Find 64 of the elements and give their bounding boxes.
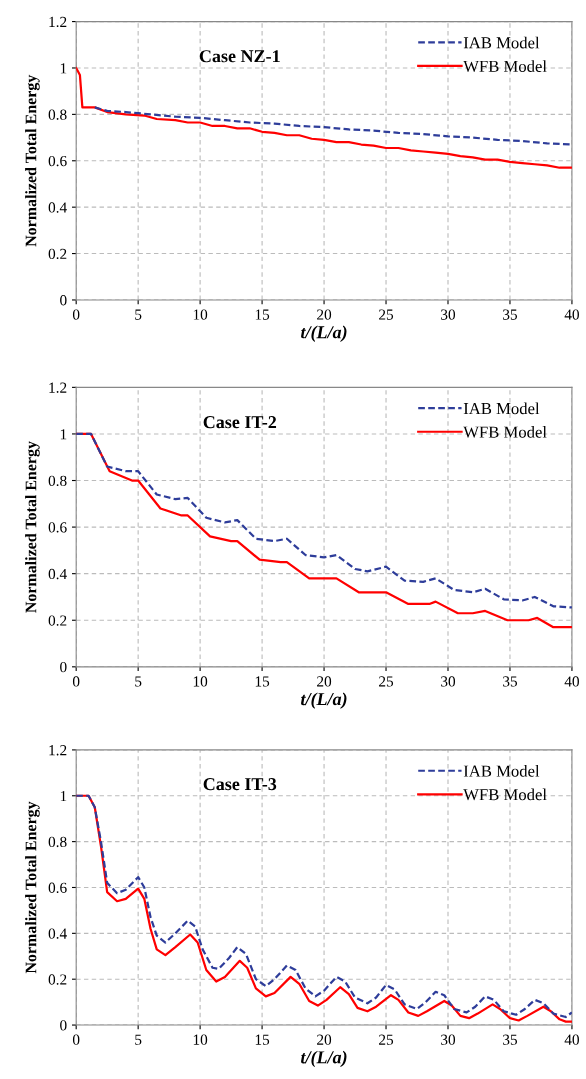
x-axis-title: t/(L/a) [301,325,347,342]
line-series [93,106,572,146]
y-tick-label: 0.4 [48,202,67,213]
y-tick-label: 0.6 [48,522,67,533]
x-tick-label: 10 [193,676,208,687]
x-tick-label: 40 [564,1034,579,1045]
y-tick-label: 0.2 [48,615,67,626]
x-tick-label: 20 [317,1034,332,1045]
x-tick-label: 30 [441,1034,456,1045]
y-tick-label: 1.2 [49,745,67,756]
x-tick-label: 15 [255,676,270,687]
x-axis-title: t/(L/a) [301,692,347,709]
x-tick-label: 5 [135,676,142,687]
x-tick-label: 25 [379,676,394,687]
legend-label: IAB Model [463,765,540,777]
annotation: Case NZ-1 [199,50,280,63]
x-tick-label: 40 [564,676,579,687]
x-tick-label: 20 [317,309,332,320]
legend-label: IAB Model [463,36,540,49]
x-tick-label: 20 [317,676,332,687]
legend-label: WFB Model [463,426,547,438]
y-tick-label: 1 [60,429,67,440]
y-tick-label: 0.2 [48,248,67,260]
y-tick-label: 0.8 [48,836,67,848]
x-tick-label: 35 [503,1034,518,1045]
x-tick-label: 10 [193,309,208,320]
y-tick-label: 1 [60,790,67,802]
x-tick-label: 5 [135,1034,142,1045]
y-tick-label: 0 [60,661,67,673]
x-tick-label: 15 [255,1034,270,1045]
x-tick-label: 25 [379,1034,394,1045]
annotation: Case IT-3 [203,778,277,791]
x-tick-label: 0 [72,309,80,320]
x-tick-label: 40 [564,309,579,320]
x-tick-label: 5 [135,309,142,320]
x-tick-label: 30 [441,676,456,687]
legend-label: IAB Model [463,402,540,415]
y-axis-title: Normalized Total Energy [25,441,40,613]
y-tick-label: 1 [60,63,67,74]
x-tick-label: 10 [193,1034,208,1045]
y-tick-label: 0.4 [48,928,67,939]
y-tick-label: 1.2 [49,16,67,28]
legend-label: WFB Model [463,788,547,801]
y-tick-label: 0.4 [48,568,67,580]
y-tick-label: 0.6 [48,882,67,893]
annotation: Case IT-2 [203,416,277,429]
x-tick-label: 0 [72,676,80,687]
y-tick-label: 0.2 [48,974,67,985]
x-tick-label: 15 [255,309,270,320]
y-tick-label: 0.8 [48,475,67,487]
x-tick-label: 25 [379,309,394,320]
y-axis-title: Normalized Total Energy [25,74,40,247]
legend-label: WFB Model [463,60,547,73]
x-axis-title: t/(L/a) [301,1050,347,1068]
y-tick-label: 0 [60,295,67,306]
x-tick-label: 30 [441,309,456,320]
x-tick-label: 35 [503,676,518,687]
x-tick-label: 35 [503,309,518,320]
x-tick-label: 0 [72,1034,80,1045]
y-axis-title: Normalized Total Energy [25,801,40,974]
y-tick-label: 0.8 [48,109,67,120]
y-tick-label: 1.2 [49,382,67,393]
y-tick-label: 0.6 [48,155,67,167]
y-tick-label: 0 [60,1020,67,1031]
